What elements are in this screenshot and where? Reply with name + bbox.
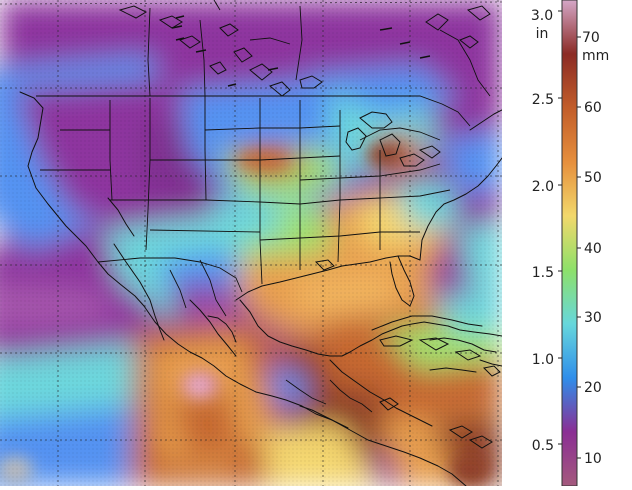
inch-axis: 3.0 in 2.5 2.0 1.5 1.0 0.5 — [531, 8, 562, 454]
arctic-islands — [171, 15, 431, 87]
colorbar: 3.0 in 2.5 2.0 1.5 1.0 0.5 70 mm 60 50 4… — [502, 0, 632, 487]
inch-tick-label-1-0: 1.0 — [532, 352, 554, 368]
mm-tick-label-30: 30 — [584, 310, 602, 326]
mm-tick-label-40: 40 — [584, 241, 602, 257]
mm-tick-label-60: 60 — [584, 100, 602, 116]
colorbar-gradient — [561, 0, 578, 487]
mm-tick-label-50: 50 — [584, 170, 602, 186]
inch-tick-label-2-5: 2.5 — [532, 92, 554, 108]
mm-tick-label-10: 10 — [584, 451, 602, 467]
inch-tick-label-2-0: 2.0 — [532, 179, 554, 195]
mm-tick-label-20: 20 — [584, 380, 602, 396]
mm-unit-value: 70 — [582, 30, 600, 46]
mm-axis: 70 mm 60 50 40 30 20 10 — [577, 30, 609, 467]
inch-tick-label-1-5: 1.5 — [532, 265, 554, 281]
colorbar-svg: 3.0 in 2.5 2.0 1.5 1.0 0.5 70 mm 60 50 4… — [531, 0, 609, 487]
map-canvas — [0, 0, 502, 486]
precipitable-water-map — [0, 0, 502, 486]
mm-unit-label: mm — [582, 48, 609, 64]
borders — [36, 0, 491, 413]
inch-tick-label-0-5: 0.5 — [532, 438, 554, 454]
inch-unit-label: in — [536, 26, 549, 42]
pixel-texture — [0, 0, 502, 486]
lakes-and-islands — [118, 5, 501, 449]
inch-unit-value: 3.0 — [531, 8, 553, 24]
graticule — [0, 0, 502, 486]
